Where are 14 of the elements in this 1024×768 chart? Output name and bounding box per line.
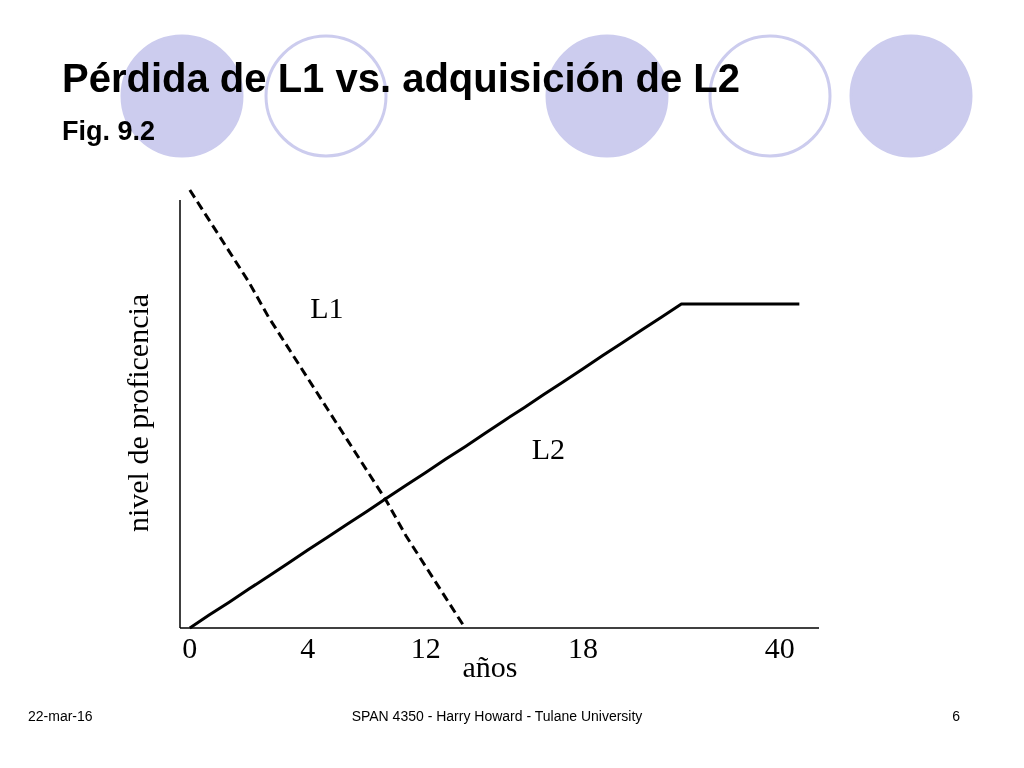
x-tick-label: 4 [300, 631, 316, 664]
x-tick-label: 12 [410, 631, 441, 664]
series-label: L1 [310, 290, 344, 324]
y-axis-title: nivel de proficencia [121, 293, 154, 533]
chart-title: Pérdida de L1 vs. adquisición de L2 [62, 56, 740, 100]
text: SPAN 4350 - Harry Howard - Tulane University [351, 708, 643, 724]
x-axis-title: años [462, 650, 518, 683]
text: 22-mar-16 [28, 708, 93, 724]
x-tick-label: 18 [568, 631, 599, 664]
series-label: L2 [531, 431, 566, 465]
x-tick-label: 0 [182, 631, 198, 664]
text: 6 [952, 708, 961, 724]
x-tick-label: 40 [764, 631, 795, 664]
chart-subtitle: Fig. 9.2 [62, 116, 156, 146]
